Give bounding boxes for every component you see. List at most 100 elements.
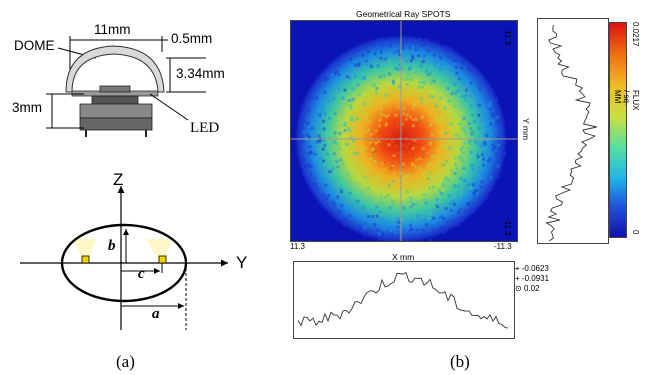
flux-speckle — [411, 46, 414, 49]
flux-speckle — [469, 81, 473, 85]
flux-speckle — [369, 65, 373, 69]
flux-speckle — [371, 96, 375, 100]
flux-speckle — [298, 121, 302, 125]
flux-speckle — [372, 135, 376, 139]
flux-speckle — [378, 210, 381, 213]
flux-speckle — [412, 183, 416, 187]
flux-speckle — [409, 205, 413, 209]
flux-speckle — [462, 148, 466, 152]
flux-speckle — [411, 89, 414, 93]
flux-speckle — [304, 164, 307, 168]
flux-speckle — [472, 192, 476, 196]
flux-speckle — [454, 156, 458, 160]
flux-speckle — [299, 136, 303, 140]
flux-speckle — [438, 210, 442, 214]
flux-speckle — [455, 53, 459, 57]
flux-speckle — [306, 178, 310, 182]
flux-speckle — [485, 125, 489, 129]
flux-speckle — [349, 57, 353, 60]
flux-speckle — [396, 105, 400, 109]
flux-speckle — [429, 123, 433, 127]
flux-speckle — [376, 228, 380, 232]
flux-speckle — [366, 119, 369, 123]
flux-speckle — [446, 86, 450, 90]
flux-speckle — [384, 122, 388, 125]
y-axis-label: Y — [236, 253, 248, 272]
flux-speckle — [314, 186, 317, 190]
a-label: a — [152, 306, 160, 322]
flux-speckle — [372, 191, 376, 195]
flux-speckle — [466, 202, 470, 206]
flux-speckle — [468, 159, 472, 163]
flux-speckle — [352, 151, 356, 155]
flux-speckle — [486, 185, 490, 189]
flux-speckle — [464, 97, 468, 101]
flux-speckle — [324, 183, 328, 187]
flux-speckle — [432, 173, 436, 177]
flux-speckle — [348, 62, 352, 66]
flux-speckle — [346, 75, 350, 79]
flux-speckle — [424, 223, 428, 227]
flux-speckle — [422, 190, 426, 194]
flux-speckle — [308, 136, 312, 139]
flux-speckle — [322, 159, 326, 163]
flux-speckle — [411, 124, 415, 128]
flux-speckle — [348, 77, 352, 81]
flux-speckle — [449, 122, 453, 126]
flux-speckle — [457, 122, 461, 126]
flux-speckle — [348, 213, 352, 217]
flux-speckle — [337, 87, 341, 91]
flux-speckle — [435, 60, 438, 64]
flux-speckle — [491, 143, 495, 147]
flux-speckle — [400, 139, 404, 143]
flux-speckle — [419, 138, 423, 142]
flux-speckle — [463, 208, 467, 212]
flux-speckle — [326, 152, 330, 156]
flux-speckle — [449, 49, 453, 53]
flux-speckle — [476, 103, 480, 107]
flux-speckle — [336, 217, 340, 221]
flux-speckle — [457, 134, 461, 138]
flux-speckle — [324, 128, 328, 132]
flux-speckle — [436, 148, 440, 152]
flux-speckle — [368, 197, 372, 201]
flux-speckle — [377, 50, 381, 54]
flux-speckle — [471, 168, 475, 171]
flux-speckle — [437, 182, 441, 186]
flux-speckle — [489, 101, 492, 104]
flux-speckle — [487, 104, 491, 107]
flux-speckle — [483, 142, 487, 146]
flux-speckle — [405, 174, 408, 178]
flux-speckle — [447, 225, 451, 229]
flux-speckle — [414, 70, 418, 74]
flux-speckle — [402, 206, 406, 210]
flux-speckle — [445, 150, 449, 154]
flux-speckle — [402, 112, 406, 116]
flux-speckle — [493, 145, 497, 149]
flux-speckle — [459, 216, 463, 219]
flux-speckle — [439, 113, 443, 117]
flux-speckle — [403, 181, 406, 185]
flux-speckle — [432, 95, 436, 99]
flux-speckle — [380, 38, 384, 42]
flux-speckle — [411, 163, 415, 167]
flux-speckle — [434, 189, 438, 193]
flux-speckle — [409, 223, 412, 227]
flux-speckle — [338, 181, 341, 185]
flux-speckle — [333, 203, 337, 207]
flux-speckle — [406, 227, 410, 231]
flux-speckle — [340, 204, 344, 208]
flux-speckle — [405, 239, 409, 241]
flux-speckle — [424, 65, 428, 69]
flux-speckle — [373, 83, 376, 87]
flux-speckle — [355, 199, 358, 203]
flux-speckle — [461, 195, 465, 198]
flux-speckle — [351, 119, 355, 122]
flux-speckle — [401, 47, 405, 50]
flux-speckle — [501, 133, 505, 137]
flux-speckle — [468, 122, 471, 125]
flux-speckle — [408, 195, 412, 199]
flux-speckle — [304, 136, 308, 140]
flux-speckle — [422, 151, 426, 155]
flux-speckle — [363, 102, 367, 106]
